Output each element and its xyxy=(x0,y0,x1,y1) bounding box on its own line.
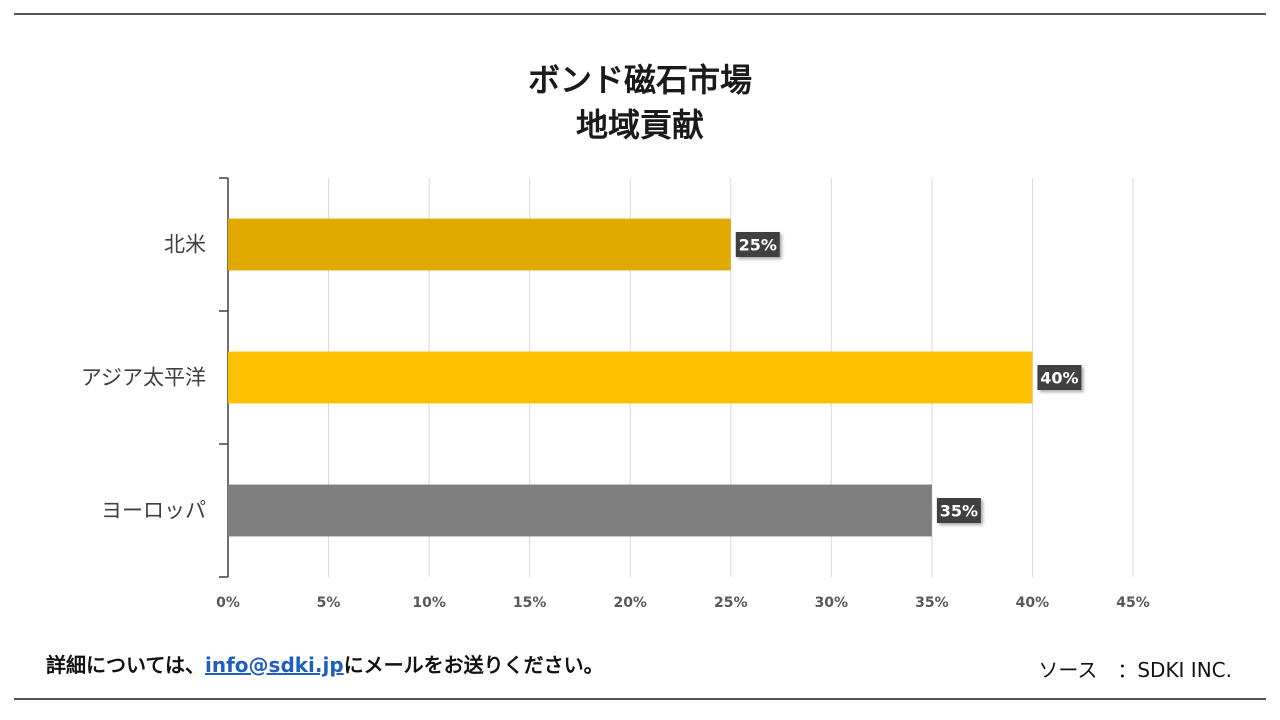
data-label-text: 25% xyxy=(739,236,777,255)
bottom-divider xyxy=(14,698,1266,700)
source-label: ソース ：SDKI INC. xyxy=(1038,658,1232,682)
x-tick-label: 20% xyxy=(613,595,647,611)
data-label-text: 35% xyxy=(940,502,978,521)
top-divider xyxy=(14,13,1266,15)
category-label: 北米 xyxy=(164,233,206,257)
bars xyxy=(228,218,1033,537)
x-tick-label: 10% xyxy=(412,595,446,611)
chart-title-line1: ボンド磁石市場 xyxy=(527,61,752,99)
category-label: ヨーロッパ xyxy=(101,499,206,523)
data-label-box xyxy=(735,232,780,257)
bar xyxy=(228,218,731,271)
contact-note: 詳細については、info@sdki.jpにメールをお送りください。 xyxy=(46,649,604,678)
contact-note-suffix: にメールをお送りください。 xyxy=(343,653,604,677)
y-axis xyxy=(219,177,229,578)
data-label: 35% xyxy=(936,498,981,523)
data-label: 40% xyxy=(1037,365,1082,390)
x-tick-label: 0% xyxy=(216,595,240,611)
x-tick-label: 35% xyxy=(915,595,949,611)
x-tick-label: 25% xyxy=(714,595,748,611)
data-label-box xyxy=(936,498,981,523)
data-label-box xyxy=(1037,365,1082,390)
x-tick-labels: 0% 5% 10% 15% 20% 25% 30% 35% 40% 45% xyxy=(216,595,1150,611)
contact-note-prefix: 詳細については、 xyxy=(46,653,205,677)
x-tick-label: 30% xyxy=(815,595,849,611)
contact-email-link[interactable]: info@sdki.jp xyxy=(205,653,344,677)
bar xyxy=(228,484,932,537)
chart-title-line2: 地域貢献 xyxy=(575,106,704,144)
x-tick-label: 45% xyxy=(1116,595,1150,611)
x-tick-label: 5% xyxy=(317,595,341,611)
x-tick-label: 40% xyxy=(1016,595,1050,611)
data-label-text: 40% xyxy=(1040,369,1078,388)
bar-chart: 25% 40% 35% 0% 5% 10% 15% 20% 25% 30% 35% 40% 45% 北… xyxy=(81,177,1150,611)
x-tick-label: 15% xyxy=(513,595,547,611)
category-label: アジア太平洋 xyxy=(81,366,206,390)
bar xyxy=(228,351,1033,404)
data-label: 25% xyxy=(735,232,780,257)
data-labels: 25% 40% 35% xyxy=(735,232,1082,523)
